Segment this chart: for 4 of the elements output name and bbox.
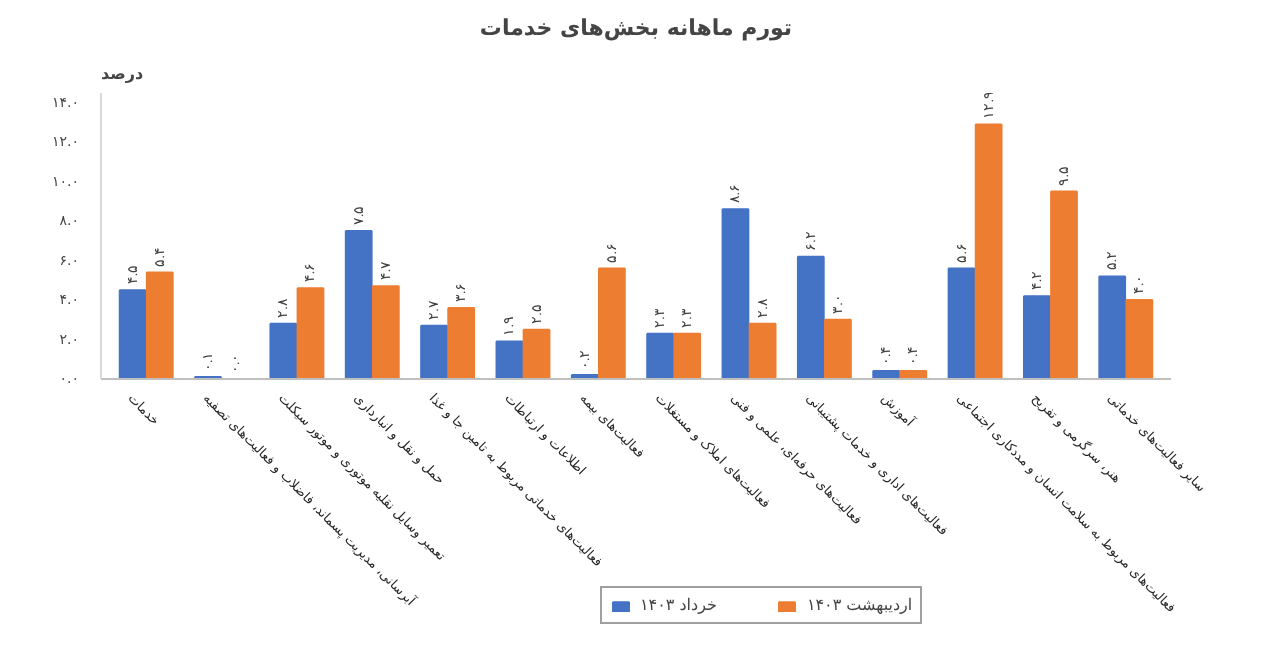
legend-label: خرداد ۱۴۰۳ bbox=[640, 596, 717, 614]
legend-label: اردیبهشت ۱۴۰۳ bbox=[806, 596, 913, 614]
chart-title: تورم ماهانه بخش‌های خدمات bbox=[479, 15, 793, 41]
y-axis-title: درصد bbox=[101, 65, 144, 83]
